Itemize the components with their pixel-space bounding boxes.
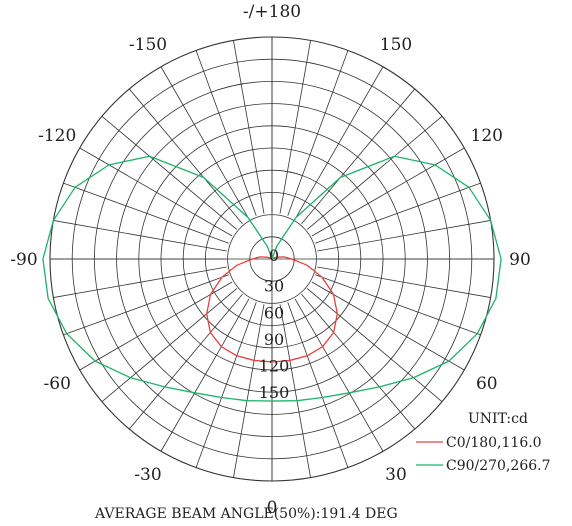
- angle-label: -120: [38, 126, 76, 146]
- grid-spoke: [311, 147, 465, 237]
- series-curve-1: [42, 155, 502, 402]
- grid-spoke: [79, 281, 233, 371]
- grid-ring: [49, 36, 495, 482]
- grid-spoke: [233, 40, 265, 214]
- radial-tick-label: 0: [269, 246, 279, 265]
- grid-spoke: [233, 304, 265, 478]
- grid-spoke: [279, 40, 311, 214]
- grid-ring: [182, 169, 362, 349]
- grid-spoke: [195, 302, 257, 468]
- grid-spoke: [315, 182, 481, 244]
- grid-spoke: [79, 147, 233, 237]
- angle-label: -90: [10, 250, 37, 270]
- grid-spoke: [53, 266, 227, 298]
- grid-ring: [227, 214, 317, 304]
- grid-spoke: [160, 66, 250, 220]
- grid-spoke: [294, 298, 384, 452]
- angle-label: 60: [476, 374, 498, 394]
- grid-spoke: [287, 50, 349, 216]
- radial-tick-label: 150: [259, 383, 290, 402]
- grid-spoke: [317, 220, 491, 252]
- grid-spoke: [294, 66, 384, 220]
- grid-spoke: [63, 274, 229, 336]
- angle-label: 0: [267, 498, 278, 518]
- polar-grid: [49, 36, 495, 482]
- angle-labels: 0 30 60 90 120 150 -/+180 -150 -120 -90 -60 -30: [10, 2, 531, 518]
- grid-spoke: [315, 274, 481, 336]
- grid-spoke: [63, 182, 229, 244]
- grid-spoke: [301, 293, 416, 430]
- legend-label-c0: C0/180,116.0: [446, 435, 542, 451]
- legend-label-c90: C90/270,266.7: [446, 458, 551, 474]
- angle-label: -150: [129, 35, 167, 55]
- grid-spoke: [279, 304, 311, 478]
- footer-beam-angle: AVERAGE BEAM ANGLE(50%):191.4 DEG: [94, 506, 398, 522]
- grid-spoke: [311, 281, 465, 371]
- grid-ring: [138, 125, 406, 393]
- series-curve-0: [206, 256, 338, 363]
- radial-tick-label: 60: [264, 303, 284, 322]
- grid-spoke: [101, 115, 238, 230]
- grid-ring: [249, 236, 295, 282]
- grid-spoke: [101, 288, 238, 403]
- angle-label: -/+180: [243, 2, 301, 22]
- grid-spoke: [287, 302, 349, 468]
- radial-tick-label: 90: [264, 330, 284, 349]
- unit-label: UNIT:cd: [468, 411, 528, 427]
- grid-ring: [93, 80, 451, 438]
- grid-spoke: [128, 88, 243, 225]
- grid-spoke: [317, 266, 491, 298]
- radial-labels: 0 30 60 90 120 150: [259, 246, 290, 402]
- angle-label: -60: [44, 374, 71, 394]
- grid-ring: [116, 103, 428, 415]
- grid-spoke: [160, 298, 250, 452]
- grid-spoke: [53, 220, 227, 252]
- angle-label: 150: [380, 35, 412, 55]
- radial-tick-label: 120: [259, 357, 290, 376]
- grid-spoke: [195, 50, 257, 216]
- legend: UNIT:cd C0/180,116.0 C90/270,266.7: [416, 411, 551, 474]
- radial-tick-label: 30: [264, 277, 284, 296]
- grid-ring: [71, 58, 473, 460]
- angle-label: 120: [471, 126, 503, 146]
- grid-ring: [160, 147, 384, 371]
- curves: [42, 155, 502, 402]
- grid-spoke: [301, 88, 416, 225]
- angle-label: 30: [385, 465, 407, 485]
- angle-label: 90: [509, 250, 531, 270]
- grid-spoke: [128, 293, 243, 430]
- angle-label: -30: [134, 465, 161, 485]
- grid-spoke: [306, 115, 443, 230]
- grid-ring: [204, 191, 339, 326]
- grid-spoke: [306, 288, 443, 403]
